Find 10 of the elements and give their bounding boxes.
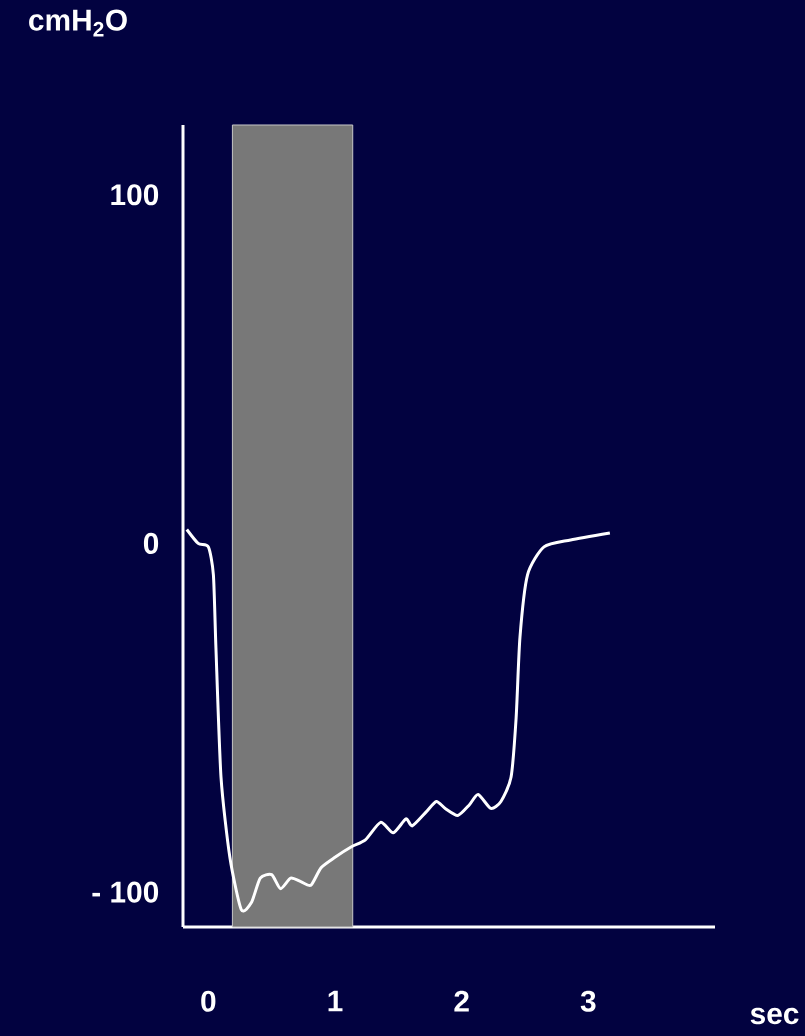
y-tick-label: - 100 [92, 881, 159, 903]
y-tick-label: 100 [111, 184, 159, 206]
x-tick-label: 1 [328, 990, 343, 1012]
x-tick-label: 3 [580, 990, 596, 1012]
y-axis-title: cmH$_{2}$O [29, 9, 127, 37]
line-series [185, 527, 612, 912]
x-tick-label: 2 [454, 990, 469, 1012]
x-tick-label: 0 [201, 990, 216, 1012]
x-axis-title: sec [750, 1007, 799, 1025]
y-tick-label: 0 [143, 532, 159, 555]
